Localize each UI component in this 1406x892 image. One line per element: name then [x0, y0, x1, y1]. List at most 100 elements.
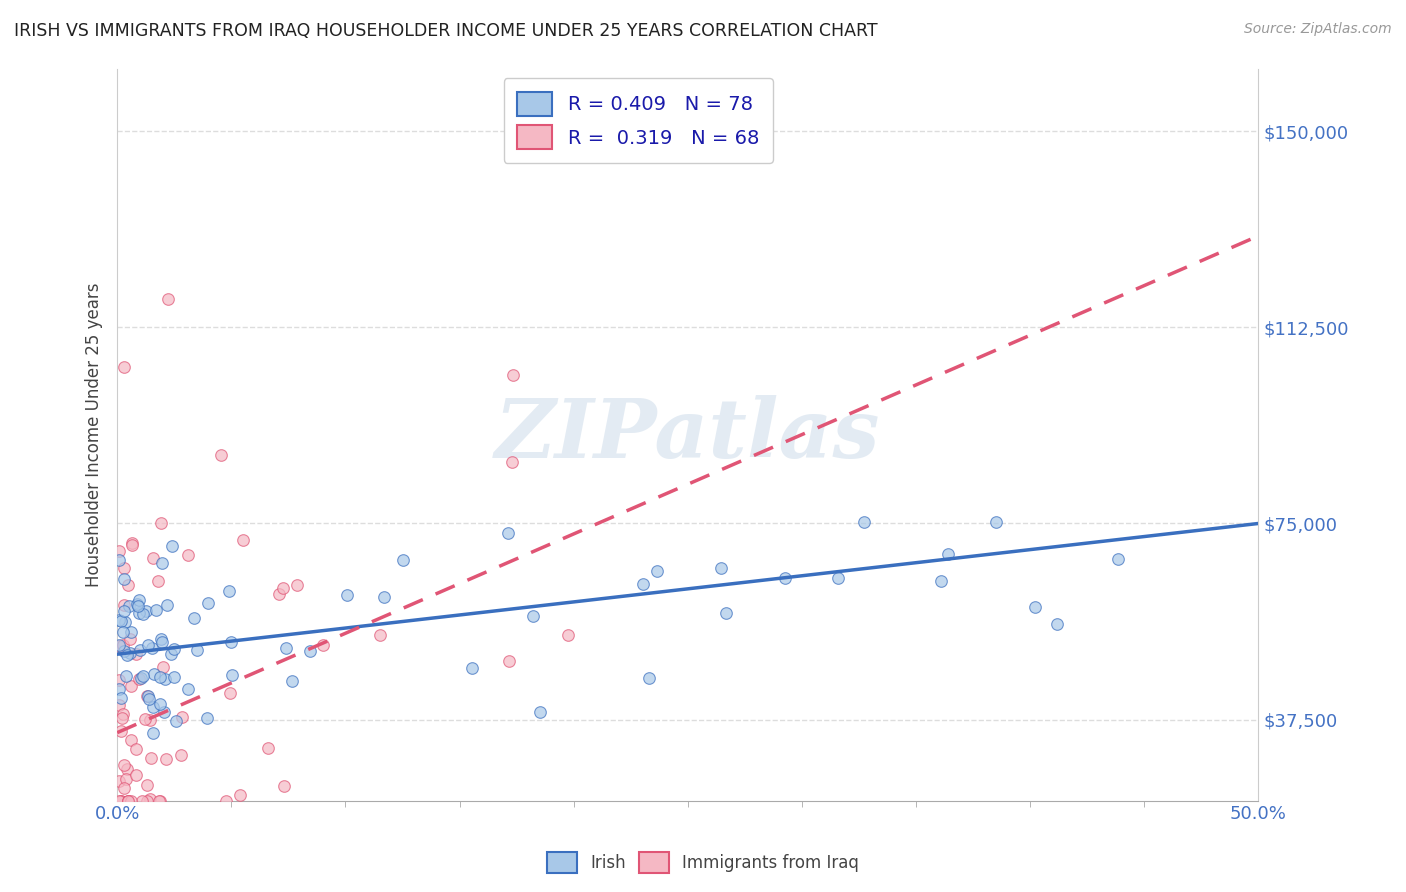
Point	[929, 574, 952, 588]
Point	[496, 525, 519, 540]
Point	[114, 669, 136, 683]
Point	[112, 624, 135, 639]
Point	[112, 644, 135, 658]
Point	[177, 548, 200, 562]
Point	[110, 723, 132, 738]
Point	[138, 713, 160, 727]
Point	[215, 794, 238, 808]
Point	[1046, 617, 1069, 632]
Point	[148, 794, 170, 808]
Point	[141, 751, 163, 765]
Point	[529, 705, 551, 719]
Point	[172, 710, 194, 724]
Point	[125, 767, 148, 781]
Point	[502, 368, 524, 382]
Point	[498, 654, 520, 668]
Point	[111, 638, 134, 652]
Point	[647, 564, 669, 578]
Point	[108, 774, 131, 789]
Point	[117, 577, 139, 591]
Point	[271, 581, 294, 595]
Point	[112, 599, 135, 613]
Point	[141, 640, 163, 655]
Point	[273, 779, 295, 793]
Point	[522, 608, 544, 623]
Point	[108, 673, 131, 688]
Point	[127, 599, 149, 613]
Point	[110, 615, 132, 629]
Point	[221, 668, 243, 682]
Point	[163, 670, 186, 684]
Point	[183, 611, 205, 625]
Point	[150, 632, 173, 646]
Point	[132, 607, 155, 621]
Point	[373, 591, 395, 605]
Legend: Irish, Immigrants from Iraq: Irish, Immigrants from Iraq	[540, 846, 866, 880]
Point	[150, 556, 173, 570]
Point	[120, 632, 142, 646]
Point	[135, 794, 157, 808]
Point	[111, 711, 134, 725]
Point	[117, 794, 139, 808]
Point	[112, 603, 135, 617]
Point	[129, 643, 152, 657]
Point	[112, 359, 135, 374]
Point	[1107, 552, 1129, 566]
Point	[197, 596, 219, 610]
Point	[128, 593, 150, 607]
Point	[368, 628, 391, 642]
Point	[139, 792, 162, 806]
Point	[155, 752, 177, 766]
Point	[120, 794, 142, 808]
Point	[228, 789, 250, 803]
Point	[269, 587, 291, 601]
Point	[110, 794, 132, 808]
Point	[148, 670, 170, 684]
Point	[827, 571, 849, 585]
Point	[142, 700, 165, 714]
Point	[461, 661, 484, 675]
Point	[221, 635, 243, 649]
Point	[281, 674, 304, 689]
Point	[136, 778, 159, 792]
Point	[149, 794, 172, 808]
Point	[136, 689, 159, 703]
Point	[128, 607, 150, 621]
Point	[149, 697, 172, 711]
Point	[112, 780, 135, 795]
Point	[108, 544, 131, 558]
Point	[153, 705, 176, 719]
Point	[232, 533, 254, 547]
Point	[117, 794, 139, 808]
Point	[557, 628, 579, 642]
Point	[121, 538, 143, 552]
Point	[110, 690, 132, 705]
Point	[132, 669, 155, 683]
Point	[299, 644, 322, 658]
Point	[136, 638, 159, 652]
Point	[108, 639, 131, 653]
Point	[501, 455, 523, 469]
Point	[120, 733, 142, 747]
Point	[125, 648, 148, 662]
Text: ZIPatlas: ZIPatlas	[495, 394, 880, 475]
Point	[121, 535, 143, 549]
Point	[117, 648, 139, 662]
Point	[138, 691, 160, 706]
Point	[108, 698, 131, 713]
Point	[162, 539, 184, 553]
Point	[638, 671, 661, 685]
Point	[714, 606, 737, 620]
Point	[117, 794, 139, 808]
Point	[108, 682, 131, 697]
Point	[156, 598, 179, 612]
Point	[165, 714, 187, 729]
Point	[153, 673, 176, 687]
Point	[142, 725, 165, 739]
Point	[150, 635, 173, 649]
Point	[146, 574, 169, 588]
Point	[392, 553, 415, 567]
Point	[114, 615, 136, 629]
Point	[159, 647, 181, 661]
Point	[1024, 599, 1046, 614]
